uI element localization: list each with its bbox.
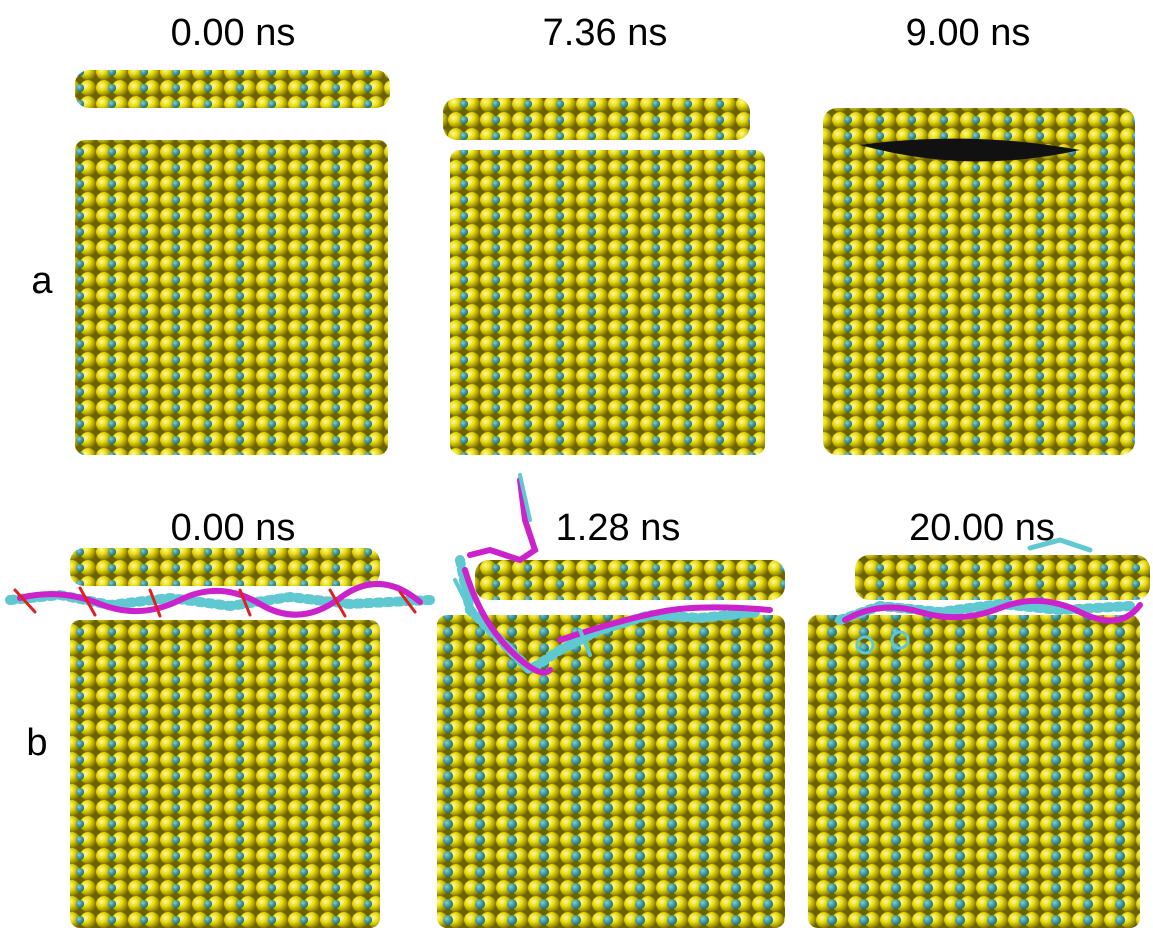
crystal bbox=[808, 615, 1140, 928]
page: 0.00 ns 7.36 ns 9.00 ns a 0.00 ns 1.28 n… bbox=[0, 0, 1153, 928]
figure: 0.00 ns 7.36 ns 9.00 ns a 0.00 ns 1.28 n… bbox=[0, 0, 1153, 928]
time-label: 9.00 ns bbox=[906, 12, 1031, 54]
slab bbox=[70, 548, 380, 586]
slab bbox=[855, 555, 1150, 600]
time-label: 0.00 ns bbox=[171, 12, 296, 54]
time-label: 1.28 ns bbox=[556, 507, 681, 549]
time-label: 0.00 ns bbox=[171, 507, 296, 549]
row-label: a bbox=[31, 260, 53, 302]
slab bbox=[475, 560, 785, 600]
crystal bbox=[450, 150, 765, 455]
row-label: b bbox=[26, 722, 47, 764]
time-label: 7.36 ns bbox=[543, 12, 668, 54]
crystal bbox=[75, 140, 388, 455]
crystal bbox=[70, 620, 380, 928]
peptide bbox=[10, 584, 430, 616]
time-label: 20.00 ns bbox=[909, 507, 1055, 549]
slab bbox=[443, 98, 750, 140]
crystal bbox=[437, 615, 785, 928]
slab bbox=[75, 70, 390, 108]
